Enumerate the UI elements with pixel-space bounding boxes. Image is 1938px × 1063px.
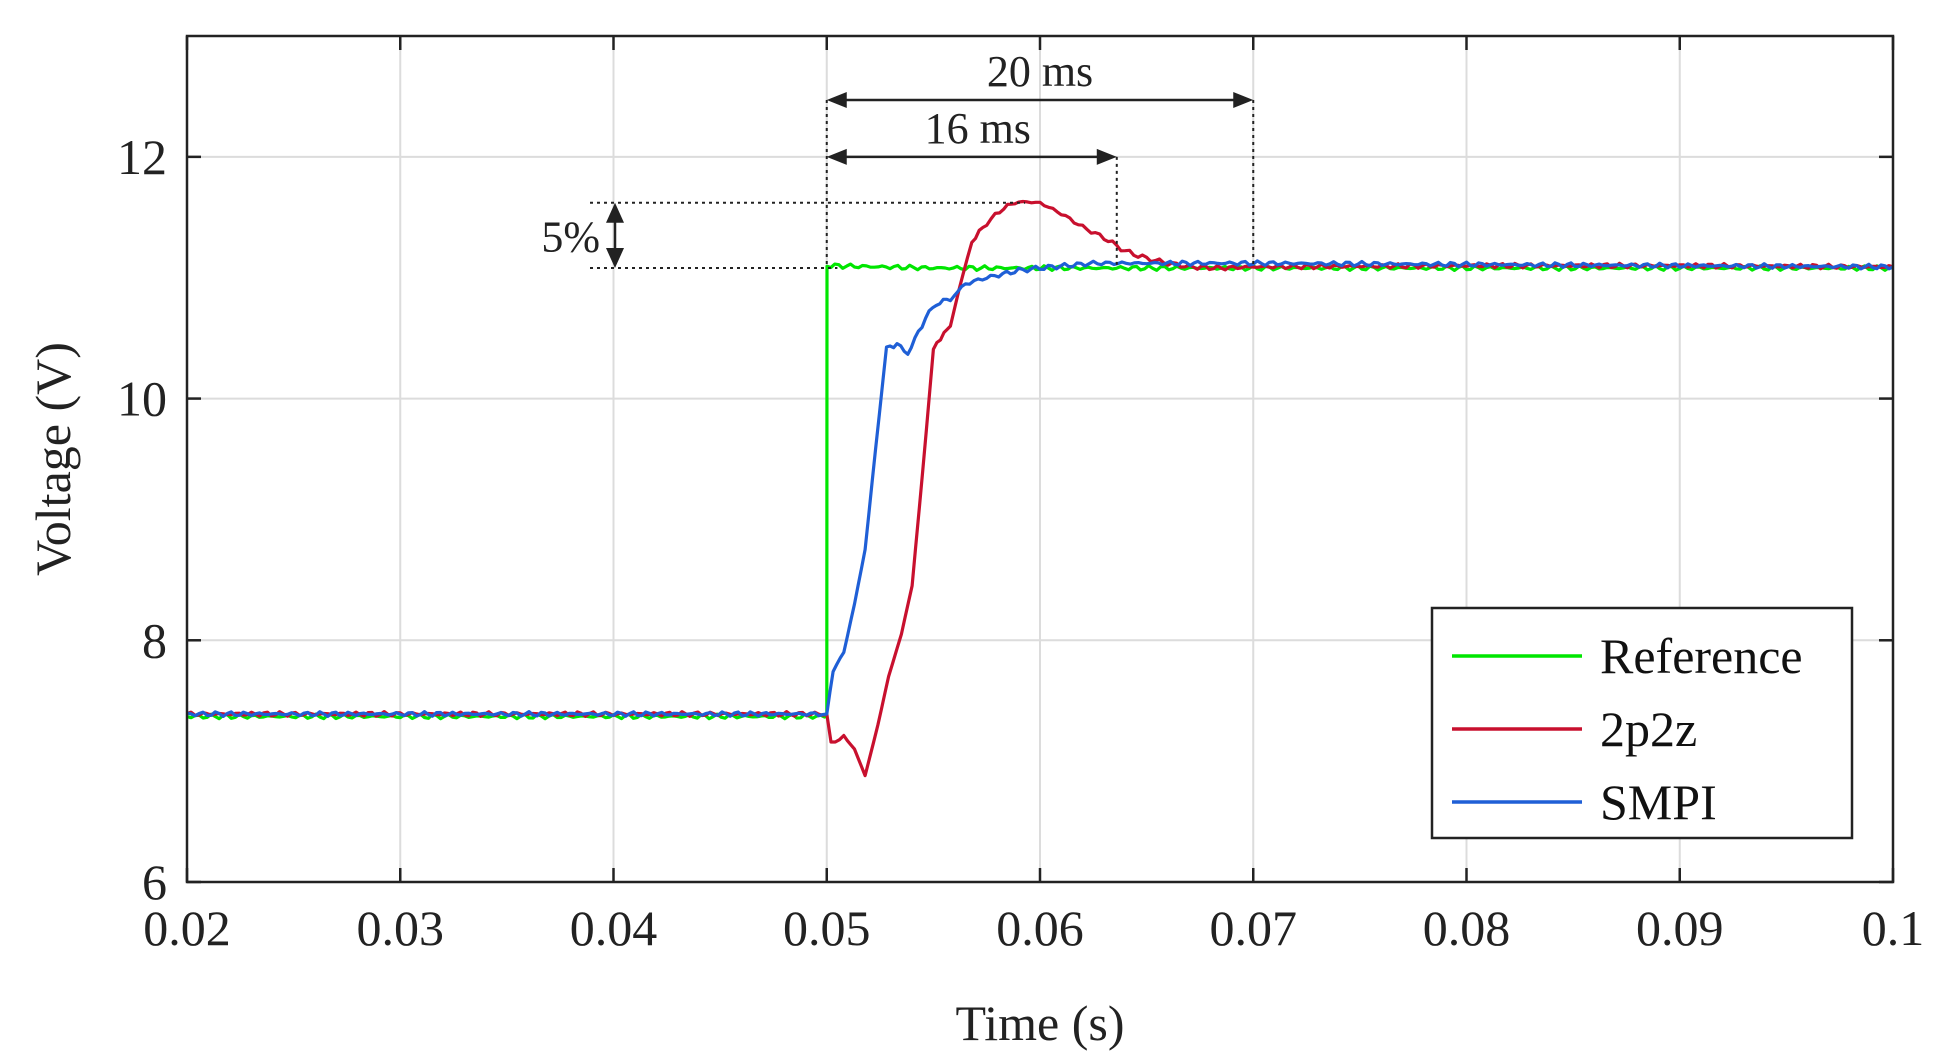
x-tick-label: 0.05 [783,900,871,956]
overshoot-arrowhead-up [606,202,624,223]
legend-label-reference: Reference [1600,628,1803,684]
y-tick-label: 6 [142,854,167,910]
x-tick-label: 0.1 [1862,900,1925,956]
x-tick-label: 0.03 [357,900,445,956]
overshoot-arrowhead-down [606,248,624,269]
y-tick-label: 10 [117,371,167,427]
x-tick-label: 0.07 [1210,900,1298,956]
annotations: 20 ms 16 ms 5% [541,47,1255,270]
y-tick-label: 8 [142,612,167,668]
span-20ms-arrow-arrowhead-left [826,92,847,109]
series-lines [186,199,1894,778]
x-tick-label: 0.06 [996,900,1084,956]
series-line-smpi [186,259,1894,719]
span-16ms-arrow-arrowhead-left [826,148,847,165]
legend-label-smpi: SMPI [1600,774,1717,830]
span-16ms-arrow [826,148,1117,165]
y-axis-label: Voltage (V) [25,342,81,576]
legend-box [1430,606,1854,840]
span-20ms-arrow-arrowhead-right [1233,92,1254,109]
span-16ms-label: 16 ms [925,104,1031,153]
span-20ms-arrow [826,92,1254,109]
x-tick-label: 0.02 [143,900,231,956]
y-tick-label: 12 [117,129,167,185]
x-tick-label: 0.09 [1636,900,1724,956]
span-16ms-arrow-arrowhead-right [1096,148,1117,165]
x-tick-label: 0.08 [1423,900,1511,956]
x-axis-label: Time (s) [955,995,1124,1051]
x-tick-label: 0.04 [570,900,658,956]
span-20ms-label: 20 ms [987,47,1093,96]
legend-label-2p2z: 2p2z [1600,701,1697,757]
legend: Reference 2p2z SMPI [1430,606,1854,840]
overshoot-label: 5% [541,212,600,261]
axis-ticks: 0.02 0.03 0.04 0.05 0.06 0.07 0.08 0.09 0.1 6 8 10 1… [117,36,1924,956]
